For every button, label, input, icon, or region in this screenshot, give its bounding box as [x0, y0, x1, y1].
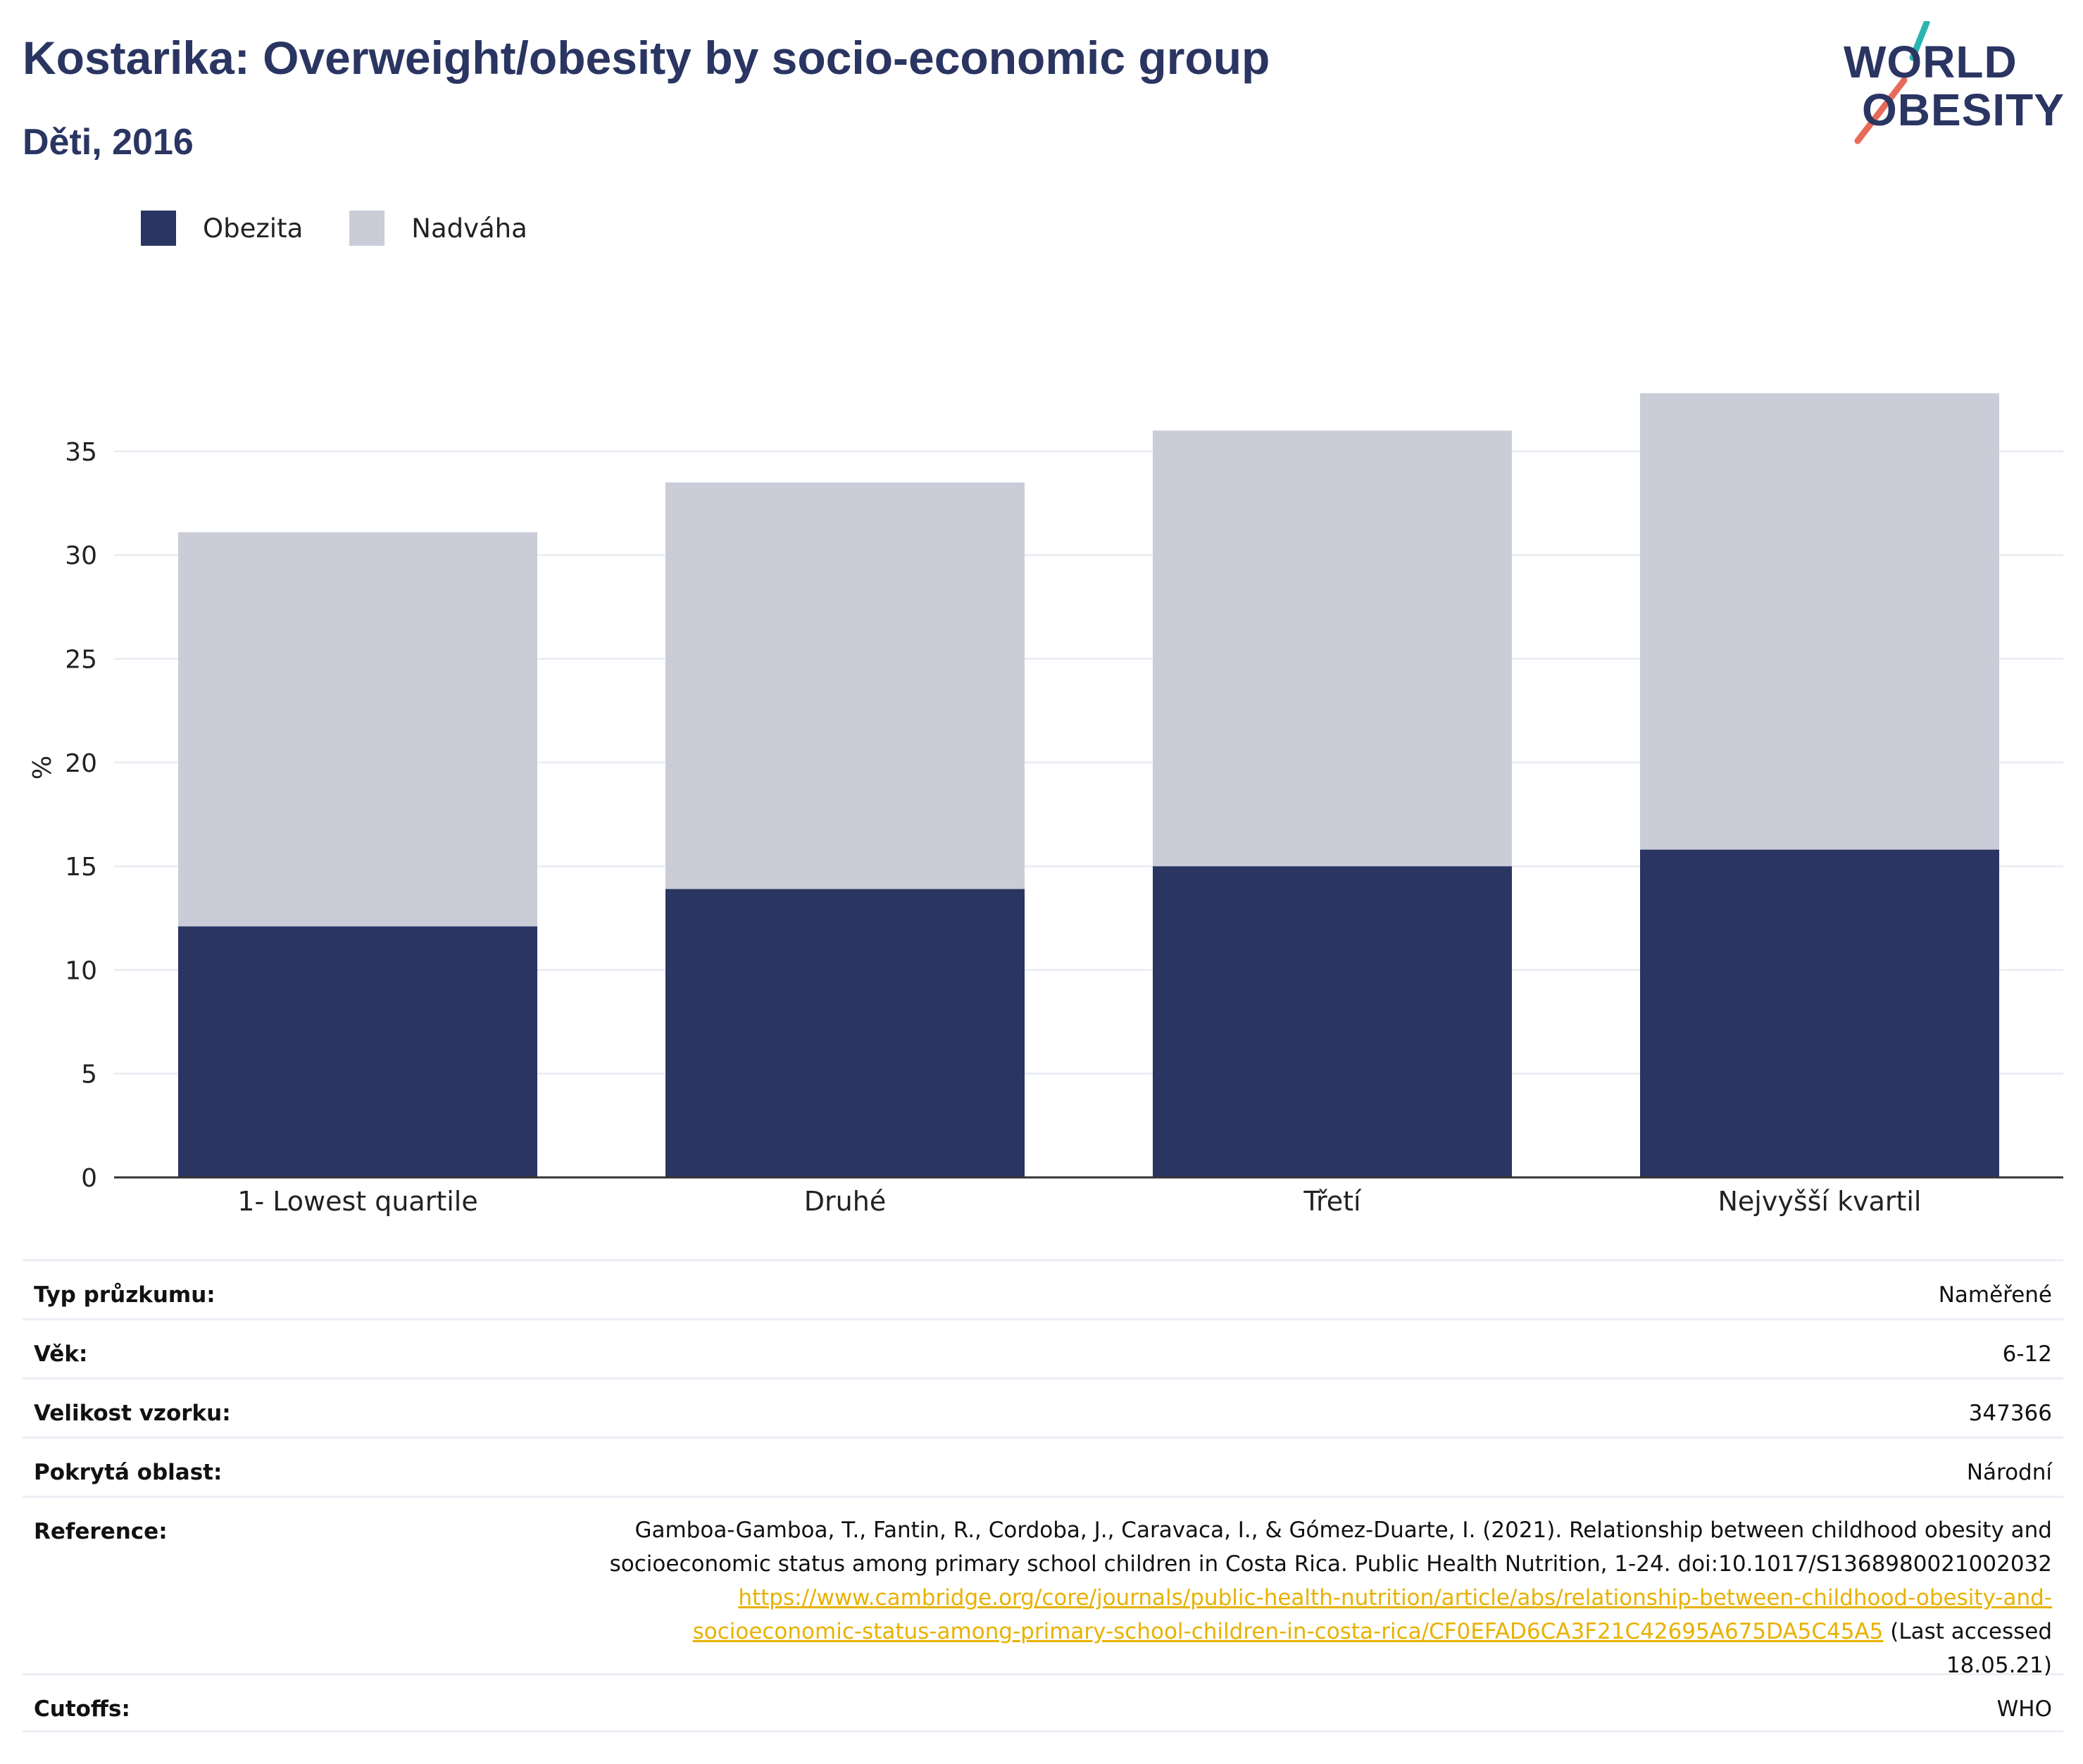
- info-label: Reference:: [34, 1519, 168, 1544]
- bar-nadvaha: [1640, 393, 1999, 850]
- bar-nadvaha: [178, 532, 537, 927]
- info-row-survey-type: Typ průzkumu: Naměřené: [23, 1259, 2063, 1318]
- bar-obezita: [1640, 849, 1999, 1177]
- info-value: Národní: [1966, 1460, 2052, 1485]
- logo-word-obesity: OBESITY: [1862, 85, 2065, 135]
- reference-line: Gamboa-Gamboa, T., Fantin, R., Cordoba, …: [634, 1518, 2052, 1543]
- survey-info-table: Typ průzkumu: Naměřené Věk: 6-12 Velikos…: [23, 1259, 2063, 1732]
- y-tick-label: 25: [65, 646, 97, 675]
- logo-word-world: WORLD: [1844, 37, 2018, 87]
- reference-accessed-prefix: (Last accessed: [1883, 1619, 2052, 1644]
- legend-label-obezita: Obezita: [203, 213, 304, 244]
- info-row-age: Věk: 6-12: [23, 1318, 2063, 1377]
- legend-swatch-nadvaha: [349, 211, 385, 246]
- bar-obezita: [1153, 866, 1512, 1177]
- info-label: Typ průzkumu:: [34, 1282, 215, 1308]
- y-tick-label: 15: [65, 853, 97, 882]
- x-category-label: Třetí: [1303, 1186, 1362, 1217]
- y-tick-label: 30: [65, 542, 97, 570]
- chart-subtitle: Děti, 2016: [23, 122, 194, 163]
- legend-item-obezita[interactable]: Obezita: [141, 211, 303, 246]
- x-category-label: Nejvyšší kvartil: [1718, 1186, 1922, 1217]
- info-row-reference: Reference: Gamboa-Gamboa, T., Fantin, R.…: [23, 1496, 2063, 1678]
- chart-legend: Obezita Nadváha: [141, 210, 574, 246]
- bar-obezita: [665, 889, 1025, 1177]
- info-value: 6-12: [2002, 1341, 2052, 1367]
- info-value: Naměřené: [1938, 1282, 2052, 1308]
- info-label: Věk:: [34, 1341, 88, 1367]
- reference-link[interactable]: socioeconomic-status-among-primary-schoo…: [692, 1619, 1884, 1644]
- stacked-bar-chart: 0 5 10 15 20 25 30 35% 1- Lowest quartile Druhé Tř…: [28, 393, 2063, 1217]
- info-value: 347366: [1968, 1401, 2052, 1426]
- info-row-sample-size: Velikost vzorku: 347366: [23, 1377, 2063, 1437]
- reference-accessed-date: 18.05.21): [1946, 1653, 2052, 1678]
- legend-label-nadvaha: Nadváha: [411, 213, 527, 244]
- info-row-area: Pokrytá oblast: Národní: [23, 1437, 2063, 1496]
- bar-nadvaha: [1153, 430, 1512, 867]
- legend-item-nadvaha[interactable]: Nadváha: [349, 211, 527, 246]
- info-label: Pokrytá oblast:: [34, 1460, 223, 1485]
- y-tick-label: 20: [65, 749, 97, 778]
- info-value: WHO: [1996, 1696, 2052, 1722]
- info-row-cutoffs: Cutoffs: WHO: [23, 1673, 2063, 1732]
- chart-title: Kostarika: Overweight/obesity by socio-e…: [23, 32, 1270, 84]
- legend-swatch-obezita: [141, 211, 176, 246]
- reference-line: socioeconomic status among primary schoo…: [609, 1551, 2052, 1577]
- bar-obezita: [178, 926, 537, 1177]
- y-tick-label: 0: [81, 1164, 97, 1193]
- y-tick-label: 35: [65, 438, 97, 467]
- y-tick-label: 10: [65, 956, 97, 985]
- y-tick-label: 5: [81, 1061, 97, 1089]
- world-obesity-logo: WORLD OBESITY: [1831, 21, 2070, 148]
- info-label: Cutoffs:: [34, 1696, 130, 1722]
- x-category-label: 1- Lowest quartile: [237, 1186, 477, 1217]
- logo-slash-icon: [1854, 21, 1930, 144]
- reference-link[interactable]: https://www.cambridge.org/core/journals/…: [738, 1585, 2052, 1610]
- bar-nadvaha: [665, 482, 1025, 889]
- info-label: Velikost vzorku:: [34, 1401, 231, 1426]
- reference-text: Gamboa-Gamboa, T., Fantin, R., Cordoba, …: [610, 1513, 2052, 1682]
- x-category-label: Druhé: [804, 1186, 886, 1217]
- y-axis-label: %: [28, 756, 57, 780]
